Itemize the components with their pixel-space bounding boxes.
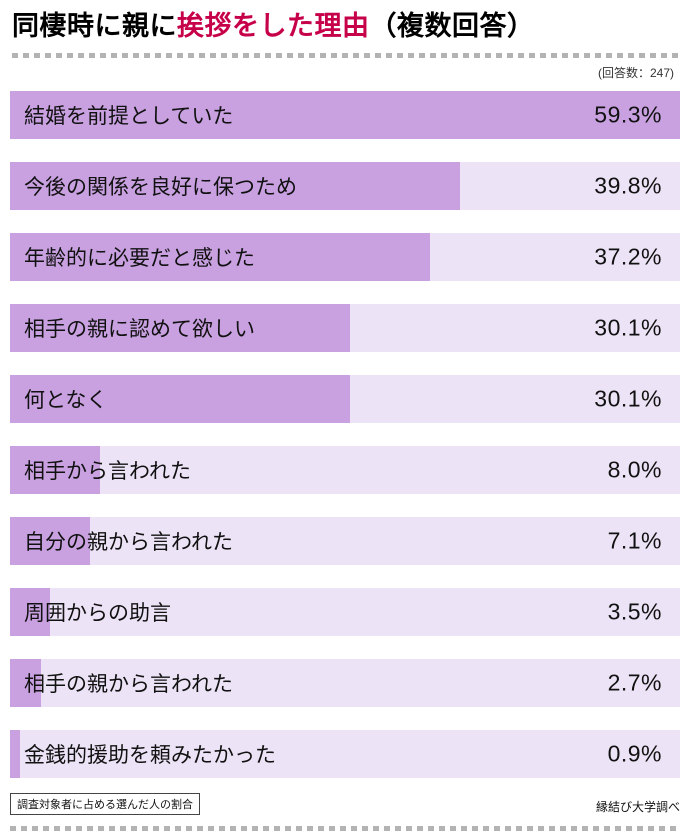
bar-chart: 結婚を前提としていた 59.3% 今後の関係を良好に保つため 39.8% 年齢的に必要だ… xyxy=(0,81,690,778)
header: 同棲時に親に挨拶をした理由（複数回答） (回答数：247) xyxy=(0,0,690,81)
bar-value-label: 30.1% xyxy=(594,314,662,341)
bottom-dashed-divider xyxy=(10,826,680,831)
bar-value-label: 8.0% xyxy=(607,456,662,483)
bar-category-label: 周囲からの助言 xyxy=(24,601,171,625)
bar-category-label: 相手から言われた xyxy=(24,459,191,483)
bar-category-label: 相手の親に認めて欲しい xyxy=(24,317,255,341)
top-dashed-divider xyxy=(12,52,678,58)
footer: 調査対象者に占める選んだ人の割合 縁結び大学調べ xyxy=(10,793,680,815)
bar-row: 周囲からの助言 3.5% xyxy=(10,587,680,636)
bar-value-label: 3.5% xyxy=(607,598,662,625)
page-title: 同棲時に親に挨拶をした理由（複数回答） xyxy=(12,10,678,44)
title-suffix: （複数回答） xyxy=(369,11,535,41)
source-credit: 縁結び大学調べ xyxy=(595,800,680,814)
bar-row: 年齢的に必要だと感じた 37.2% xyxy=(10,232,680,281)
bar-row: 自分の親から言われた 7.1% xyxy=(10,516,680,565)
bar-row: 何となく 30.1% xyxy=(10,374,680,423)
bar-category-label: 年齢的に必要だと感じた xyxy=(24,246,255,270)
bar-fill xyxy=(10,303,351,352)
bar-fill xyxy=(10,587,50,636)
bar-value-label: 59.3% xyxy=(594,101,662,128)
bar-fill xyxy=(10,232,431,281)
title-accent: 挨拶をした理由 xyxy=(177,11,370,41)
bar-fill xyxy=(10,516,91,565)
bar-fill xyxy=(10,90,680,139)
bar-category-label: 相手の親から言われた xyxy=(24,672,233,696)
bar-fill xyxy=(10,161,460,210)
bar-fill xyxy=(10,374,351,423)
bar-fill xyxy=(10,658,41,707)
bar-category-label: 自分の親から言われた xyxy=(24,530,233,554)
bar-value-label: 7.1% xyxy=(607,527,662,554)
bar-category-label: 今後の関係を良好に保つため xyxy=(24,175,297,199)
bar-value-label: 37.2% xyxy=(594,243,662,270)
bar-fill xyxy=(10,729,21,778)
bar-row: 金銭的援助を頼みたかった 0.9% xyxy=(10,729,680,778)
response-count: (回答数：247) xyxy=(597,65,674,80)
bar-row: 結婚を前提としていた 59.3% xyxy=(10,90,680,139)
bar-fill xyxy=(10,445,101,494)
bar-category-label: 結婚を前提としていた xyxy=(24,104,234,128)
bar-category-label: 金銭的援助を頼みたかった xyxy=(24,743,276,767)
bar-category-label: 何となく xyxy=(24,388,108,412)
bar-row: 相手から言われた 8.0% xyxy=(10,445,680,494)
bar-row: 今後の関係を良好に保つため 39.8% xyxy=(10,161,680,210)
bar-value-label: 2.7% xyxy=(607,669,662,696)
bar-row: 相手の親に認めて欲しい 30.1% xyxy=(10,303,680,352)
title-prefix: 同棲時に親に xyxy=(12,11,177,41)
bar-value-label: 0.9% xyxy=(607,740,662,767)
footnote: 調査対象者に占める選んだ人の割合 xyxy=(10,793,200,815)
bar-value-label: 30.1% xyxy=(594,385,662,412)
bar-value-label: 39.8% xyxy=(594,172,662,199)
bar-row: 相手の親から言われた 2.7% xyxy=(10,658,680,707)
